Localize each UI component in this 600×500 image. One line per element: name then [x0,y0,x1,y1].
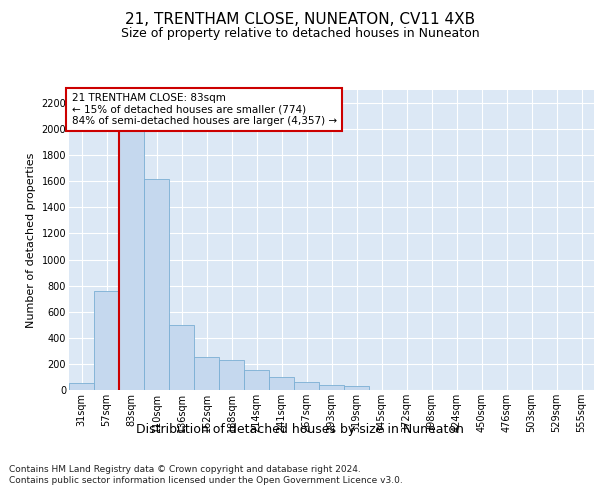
Bar [219,360,244,390]
Bar [294,382,319,390]
Text: 21, TRENTHAM CLOSE, NUNEATON, CV11 4XB: 21, TRENTHAM CLOSE, NUNEATON, CV11 4XB [125,12,475,28]
Text: Distribution of detached houses by size in Nuneaton: Distribution of detached houses by size … [136,422,464,436]
Bar [69,384,94,390]
Text: Contains public sector information licensed under the Open Government Licence v3: Contains public sector information licen… [9,476,403,485]
Bar [119,103,144,390]
Bar [169,325,194,390]
Text: Contains HM Land Registry data © Crown copyright and database right 2024.: Contains HM Land Registry data © Crown c… [9,465,361,474]
Bar [144,178,169,390]
Bar [244,370,269,390]
Text: 21 TRENTHAM CLOSE: 83sqm
← 15% of detached houses are smaller (774)
84% of semi-: 21 TRENTHAM CLOSE: 83sqm ← 15% of detach… [71,93,337,126]
Bar [269,377,294,390]
Bar [344,386,369,390]
Y-axis label: Number of detached properties: Number of detached properties [26,152,36,328]
Bar [319,385,344,390]
Bar [94,291,119,390]
Bar [194,358,219,390]
Text: Size of property relative to detached houses in Nuneaton: Size of property relative to detached ho… [121,28,479,40]
